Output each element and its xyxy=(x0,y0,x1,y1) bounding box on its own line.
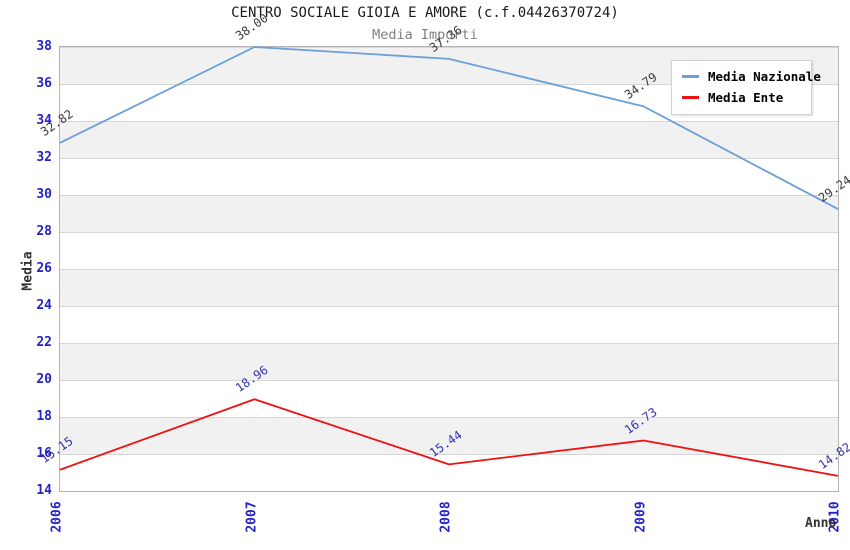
grid-band xyxy=(60,343,838,380)
series-line-media-nazionale xyxy=(59,46,839,210)
grid-line xyxy=(60,269,838,270)
legend: Media Nazionale Media Ente xyxy=(671,60,821,115)
grid-line xyxy=(60,158,838,159)
grid-line xyxy=(60,47,838,48)
legend-label: Media Nazionale xyxy=(708,69,821,84)
grid-line xyxy=(60,121,838,122)
legend-swatch xyxy=(682,96,699,99)
grid-line xyxy=(60,195,838,196)
legend-item: Media Ente xyxy=(672,87,811,108)
y-tick-label: 32 xyxy=(36,150,52,165)
y-tick-label: 24 xyxy=(36,298,52,313)
legend-item: Media Nazionale xyxy=(672,66,821,87)
grid-line xyxy=(60,232,838,233)
y-tick-label: 30 xyxy=(36,187,52,202)
grid-line xyxy=(60,306,838,307)
legend-swatch xyxy=(682,75,699,78)
y-tick-label: 34 xyxy=(36,113,52,128)
y-tick-label: 20 xyxy=(36,372,52,387)
legend-label: Media Ente xyxy=(708,90,784,105)
y-tick-label: 28 xyxy=(36,224,52,239)
grid-band xyxy=(60,195,838,232)
grid-line xyxy=(60,343,838,344)
y-tick-label: 16 xyxy=(36,446,52,461)
grid-line xyxy=(60,417,838,418)
grid-band xyxy=(60,306,838,343)
chart-title: CENTRO SOCIALE GIOIA E AMORE (c.f.044263… xyxy=(231,5,619,21)
grid-band xyxy=(60,380,838,417)
grid-line xyxy=(60,84,838,85)
x-tick-label: 2009 xyxy=(633,501,648,533)
y-tick-label: 18 xyxy=(36,409,52,424)
x-axis-title: Anno xyxy=(805,516,837,531)
x-tick-label: 2008 xyxy=(438,501,454,533)
y-tick-label: 14 xyxy=(36,483,52,498)
grid-band xyxy=(60,232,838,269)
chart-subtitle: Media Importi xyxy=(372,27,478,43)
plot-area xyxy=(59,46,839,492)
grid-band xyxy=(60,121,838,158)
y-axis-title: Media xyxy=(20,251,36,291)
grid-band xyxy=(60,269,838,306)
grid-line xyxy=(60,380,838,381)
x-tick-label: 2007 xyxy=(244,501,259,533)
grid-line xyxy=(60,454,838,455)
x-tick-label: 2006 xyxy=(49,501,65,533)
y-tick-label: 26 xyxy=(36,261,52,276)
grid-band xyxy=(60,454,838,491)
y-tick-label: 22 xyxy=(36,335,52,350)
y-tick-label: 38 xyxy=(36,39,52,54)
grid-band xyxy=(60,158,838,195)
y-tick-label: 36 xyxy=(36,76,52,91)
series-line-media-ente xyxy=(59,398,839,477)
